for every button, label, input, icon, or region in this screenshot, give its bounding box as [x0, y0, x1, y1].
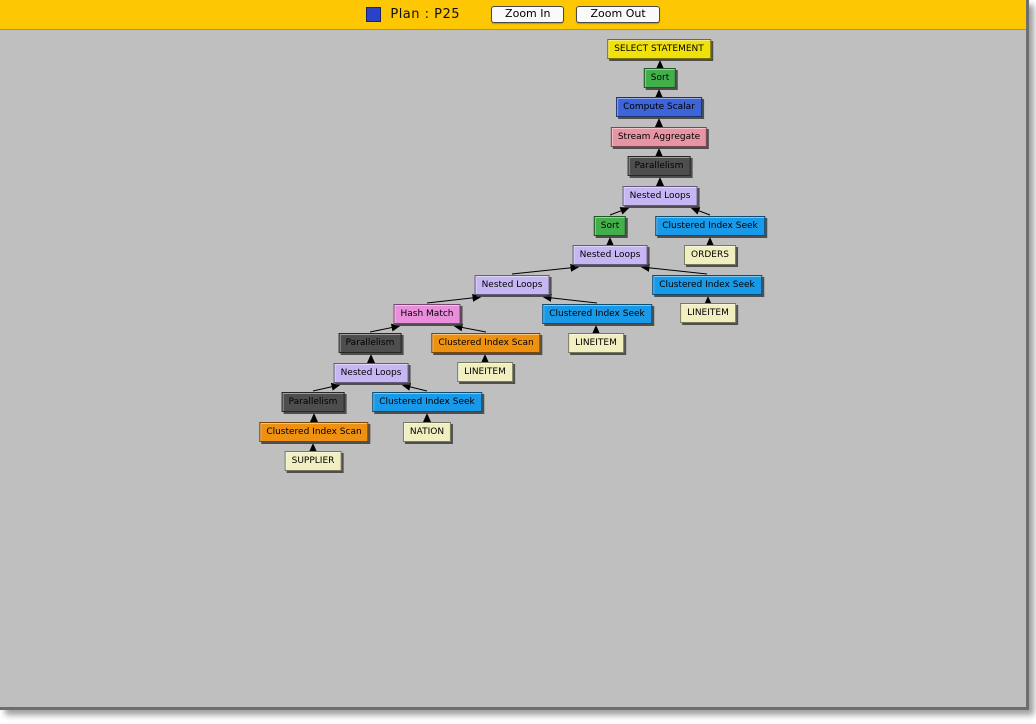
- plan-node-index-scan-2[interactable]: Clustered Index Scan: [259, 422, 369, 442]
- plan-node-lineitem-3[interactable]: LINEITEM: [457, 362, 513, 382]
- plan-node-parallelism-3[interactable]: Parallelism: [281, 392, 345, 412]
- plan-node-parallelism-1[interactable]: Parallelism: [627, 156, 691, 176]
- plan-node-index-scan-1[interactable]: Clustered Index Scan: [431, 333, 541, 353]
- plan-title: Plan : P25: [390, 7, 461, 22]
- plan-node-nested-loops-3[interactable]: Nested Loops: [474, 275, 550, 295]
- plan-node-index-seek-1[interactable]: Clustered Index Seek: [655, 216, 765, 236]
- plan-node-nested-loops-1[interactable]: Nested Loops: [622, 186, 698, 206]
- plan-node-compute-scalar[interactable]: Compute Scalar: [616, 97, 702, 117]
- plan-node-orders[interactable]: ORDERS: [684, 245, 736, 265]
- plan-node-parallelism-2[interactable]: Parallelism: [338, 333, 402, 353]
- plan-node-hash-match[interactable]: Hash Match: [393, 304, 461, 324]
- plan-node-lineitem-1[interactable]: LINEITEM: [680, 303, 736, 323]
- plan-node-select-statement[interactable]: SELECT STATEMENT: [607, 39, 711, 59]
- plan-color-icon: [366, 7, 382, 22]
- plan-node-nested-loops-4[interactable]: Nested Loops: [333, 363, 409, 383]
- window-frame: Plan : P25 Zoom In Zoom Out SELECT STATE…: [0, 0, 1029, 710]
- plan-node-index-seek-2[interactable]: Clustered Index Seek: [652, 275, 762, 295]
- plan-node-nation[interactable]: NATION: [402, 422, 452, 442]
- plan-node-index-seek-3[interactable]: Clustered Index Seek: [542, 304, 652, 324]
- zoom-in-button[interactable]: Zoom In: [491, 6, 565, 23]
- plan-node-index-seek-4[interactable]: Clustered Index Seek: [372, 392, 482, 412]
- plan-canvas: SELECT STATEMENT Sort Compute Scalar Stream…: [0, 30, 1026, 707]
- plan-node-supplier[interactable]: SUPPLIER: [284, 451, 342, 471]
- plan-node-sort-1[interactable]: Sort: [643, 68, 677, 88]
- plan-node-nested-loops-2[interactable]: Nested Loops: [572, 245, 648, 265]
- plan-node-stream-aggregate[interactable]: Stream Aggregate: [610, 127, 708, 147]
- plan-edges-layer: [309, 60, 714, 452]
- toolbar-buttons: Zoom In Zoom Out: [491, 6, 660, 23]
- titlebar: Plan : P25 Zoom In Zoom Out: [0, 0, 1026, 30]
- plan-node-lineitem-2[interactable]: LINEITEM: [568, 333, 624, 353]
- zoom-out-button[interactable]: Zoom Out: [576, 6, 660, 23]
- plan-node-sort-2[interactable]: Sort: [593, 216, 627, 236]
